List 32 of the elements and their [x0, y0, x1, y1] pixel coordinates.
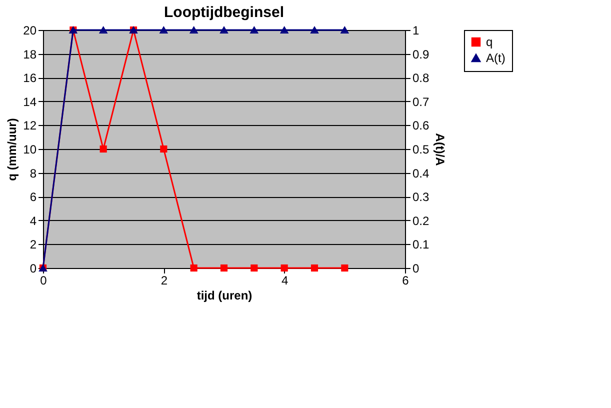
- y-tick-label: 14: [23, 94, 37, 109]
- y2-tick-label: 0.8: [412, 71, 430, 86]
- y-tick-label: 10: [23, 142, 37, 156]
- y-tick-label: 20: [23, 24, 37, 38]
- y2-axis-title: A(t)/A: [433, 133, 448, 166]
- y2-tick-label: 0.9: [412, 47, 430, 62]
- x-tick-label: 4: [281, 274, 288, 288]
- legend-label: q: [486, 35, 493, 49]
- x-tick-label: 6: [402, 274, 410, 288]
- y2-tick-label: 0: [412, 262, 420, 276]
- x-tick-label: 2: [160, 274, 168, 288]
- y2-tick-label: 0.7: [412, 94, 430, 109]
- y-tick-label: 6: [30, 190, 37, 204]
- y-tick-label: 12: [23, 118, 37, 133]
- legend-label: A(t): [486, 51, 506, 65]
- y-tick-label: 8: [30, 166, 37, 180]
- y-tick-label: 16: [23, 71, 37, 86]
- y-tick-label: 4: [30, 214, 37, 228]
- y-tick-label: 2: [30, 238, 37, 252]
- y-tick-label: 18: [23, 47, 37, 62]
- y-axis-title: q (mm/uur): [5, 118, 20, 181]
- y2-tick-label: 0.5: [412, 142, 430, 156]
- y-tick-label: 0: [30, 262, 37, 276]
- y2-tick-label: 0.1: [412, 238, 430, 252]
- y2-tick-label: 0.2: [412, 214, 430, 228]
- chart-title: Looptijdbeginsel: [164, 4, 284, 21]
- y2-tick-label: 0.6: [412, 118, 430, 133]
- x-tick-label: 0: [40, 274, 48, 288]
- x-axis-title: tijd (uren): [196, 288, 252, 302]
- y2-tick-label: 0.3: [412, 190, 430, 204]
- y2-tick-label: 1: [412, 24, 420, 38]
- y2-tick-label: 0.4: [412, 166, 430, 180]
